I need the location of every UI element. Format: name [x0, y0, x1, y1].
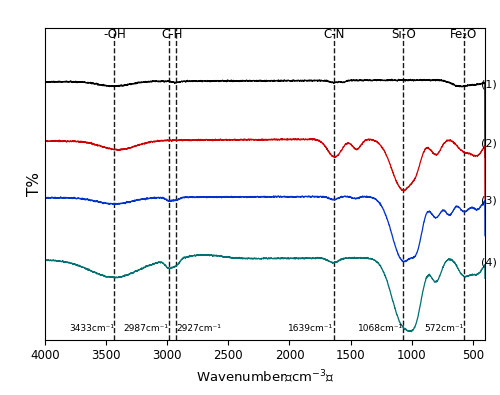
Text: 2987cm⁻¹: 2987cm⁻¹: [124, 324, 169, 333]
Text: C-H: C-H: [162, 28, 183, 41]
Text: -OH: -OH: [103, 28, 126, 41]
Text: (3): (3): [482, 196, 497, 205]
Text: (4): (4): [482, 257, 497, 267]
Y-axis label: T%: T%: [27, 172, 42, 196]
Text: 2927cm⁻¹: 2927cm⁻¹: [176, 324, 221, 333]
Text: (1): (1): [482, 79, 497, 89]
Text: C-N: C-N: [323, 28, 344, 41]
Text: Fe₂O: Fe₂O: [450, 28, 477, 41]
X-axis label: Wavenumber（cm$^{-3}$）: Wavenumber（cm$^{-3}$）: [196, 368, 334, 385]
Text: (2): (2): [482, 139, 497, 149]
Text: 572cm⁻¹: 572cm⁻¹: [424, 324, 464, 333]
Text: 1639cm⁻¹: 1639cm⁻¹: [288, 324, 334, 333]
Text: 3433cm⁻¹: 3433cm⁻¹: [70, 324, 114, 333]
Text: 1068cm⁻¹: 1068cm⁻¹: [358, 324, 404, 333]
Text: Si-O: Si-O: [391, 28, 415, 41]
